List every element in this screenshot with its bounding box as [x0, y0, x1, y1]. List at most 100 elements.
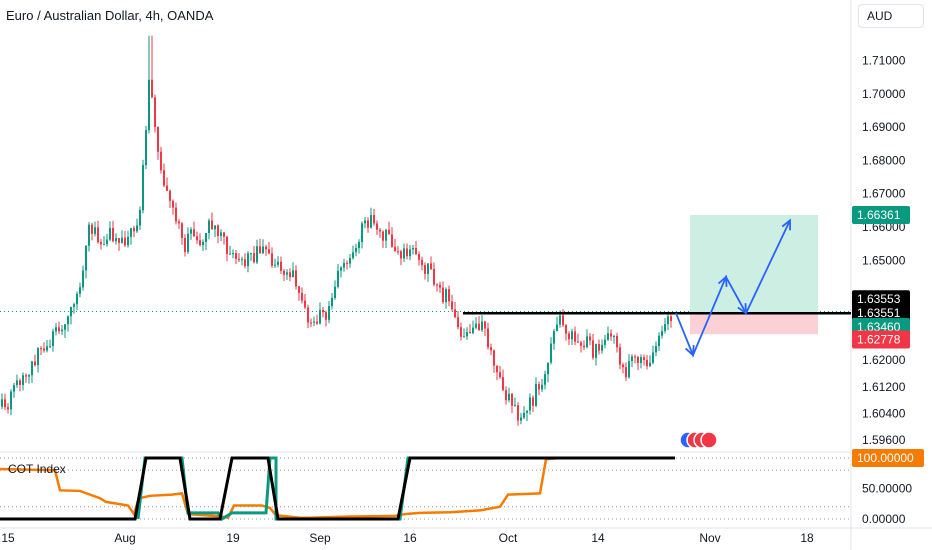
candle-body [169, 190, 171, 201]
candle-body [469, 331, 471, 334]
long-position-tool[interactable] [690, 215, 818, 335]
candle-body [565, 325, 567, 334]
candle-body [481, 321, 483, 331]
candle-body [208, 220, 210, 234]
candle-body [94, 227, 96, 234]
candle-body [397, 251, 399, 253]
candle-body [298, 286, 300, 293]
candle-body [103, 244, 105, 246]
candle-body [313, 321, 315, 323]
candle-body [13, 385, 15, 392]
candle-body [253, 253, 255, 263]
time-tick-label: 14 [591, 531, 605, 545]
candle-body [634, 356, 636, 358]
candle-body [451, 301, 453, 310]
candle-body [46, 346, 48, 351]
candle-body [580, 342, 582, 346]
candle-body [271, 253, 273, 266]
cot-teal-line [136, 456, 675, 521]
candle-body [628, 361, 630, 378]
candle-body [517, 405, 519, 421]
candle-body [241, 259, 243, 261]
candle-body [367, 220, 369, 228]
time-tick-label: 15 [1, 531, 15, 545]
candle-body [487, 328, 489, 348]
candle-body [184, 237, 186, 252]
candle-body [133, 228, 135, 232]
candle-body [274, 264, 276, 266]
candle-body [550, 343, 552, 363]
candle-body [511, 393, 513, 406]
price-tick-label: 1.62000 [862, 353, 906, 367]
candle-body [310, 322, 312, 324]
candle-body [121, 237, 123, 243]
candle-body [439, 284, 441, 288]
candle-body [28, 375, 30, 377]
candle-body [373, 215, 375, 224]
candle-body [31, 361, 33, 376]
cot-orange-line [0, 456, 675, 520]
price-tick-label: 1.69000 [862, 120, 906, 134]
candle-body [544, 374, 546, 385]
candle-body [328, 306, 330, 320]
candle-body [652, 352, 654, 363]
candle-body [130, 228, 132, 237]
candle-body [127, 236, 129, 246]
candle-body [616, 336, 618, 348]
candle-body [307, 307, 309, 323]
candle-body [193, 229, 195, 237]
candle-body [400, 251, 402, 259]
candle-body [124, 237, 126, 246]
candle-body [478, 323, 480, 331]
candle-body [214, 225, 216, 230]
candle-body [73, 304, 75, 307]
candle-body [331, 297, 333, 307]
candle-body [607, 333, 609, 340]
candle-body [7, 407, 9, 410]
candle-body [592, 340, 594, 358]
candle-body [466, 331, 468, 337]
candle-body [526, 410, 528, 413]
candle-body [496, 365, 498, 373]
candle-body [430, 263, 432, 269]
price-tick-label: 1.70000 [862, 87, 906, 101]
candle-body [541, 384, 543, 390]
candle-body [256, 246, 258, 263]
profit-zone [690, 215, 818, 314]
candle-body [589, 336, 591, 341]
candle-body [445, 289, 447, 303]
candle-body [562, 315, 564, 326]
candle-body [304, 300, 306, 308]
candle-body [493, 350, 495, 366]
candle-body [199, 240, 201, 246]
candle-body [142, 165, 144, 211]
candle-body [547, 362, 549, 375]
candle-body [388, 229, 390, 235]
candle-body [643, 357, 645, 360]
candle-body [163, 170, 165, 186]
candle-body [625, 367, 627, 378]
drawings[interactable] [463, 218, 851, 449]
currency-selector[interactable]: AUD [858, 4, 924, 28]
projection-arrowhead [717, 275, 728, 287]
candle-body [574, 331, 576, 342]
candle-body [112, 227, 114, 242]
candle-body [448, 289, 450, 302]
candle-body [139, 210, 141, 226]
candle-body [346, 262, 348, 264]
candle-body [484, 321, 486, 329]
candle-body [247, 253, 249, 267]
candle-body [670, 316, 672, 321]
candle-body [667, 316, 669, 325]
candle-body [262, 246, 264, 254]
candle-body [106, 239, 108, 245]
cot-black-line [0, 456, 675, 521]
candle-body [658, 335, 660, 347]
time-tick-label: 18 [800, 531, 814, 545]
candle-body [553, 331, 555, 344]
candle-body [442, 287, 444, 303]
candle-body [418, 254, 420, 260]
price-axis-label-text: 1.66361 [857, 208, 901, 222]
time-tick-label: Aug [114, 531, 135, 545]
